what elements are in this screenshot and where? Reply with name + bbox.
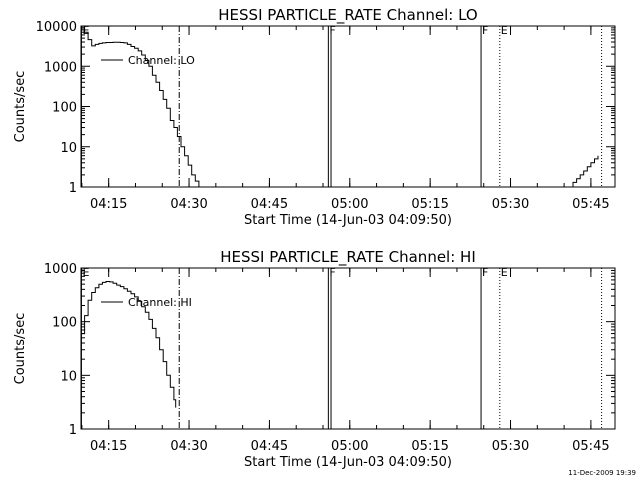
event-marker-label: F (329, 24, 335, 37)
event-marker-label: E (82, 266, 89, 279)
x-axis-label: Start Time (14-Jun-03 04:09:50) (244, 455, 452, 470)
x-tick-label: 05:00 (331, 197, 368, 212)
x-tick-label: 05:30 (492, 197, 529, 212)
y-tick-label: 10 (60, 141, 77, 156)
y-tick-label: 10000 (36, 20, 77, 35)
y-tick-label: 1000 (44, 60, 77, 75)
y-tick-label: 1 (69, 423, 77, 438)
y-tick-label: 10 (60, 369, 77, 384)
series-line (81, 25, 200, 187)
x-tick-label: 04:15 (90, 197, 127, 212)
plot-frame (80, 25, 616, 188)
x-tick-label: 05:15 (411, 197, 448, 212)
series-line (81, 281, 177, 408)
x-tick-label: 04:30 (170, 197, 207, 212)
x-tick-label: 05:15 (411, 439, 448, 454)
legend-label: Channel: LO (128, 54, 195, 67)
footer-stamp: 11-Dec-2009 19:39 (568, 469, 636, 477)
event-marker-label: F (329, 266, 335, 279)
event-marker-label: E (501, 266, 508, 279)
x-tick-label: 04:30 (170, 439, 207, 454)
x-axis-label: Start Time (14-Jun-03 04:09:50) (244, 213, 452, 228)
y-axis-label: Counts/sec (13, 313, 28, 385)
y-tick-label: 100 (52, 101, 77, 116)
x-tick-label: 04:45 (251, 439, 288, 454)
x-tick-label: 05:00 (331, 439, 368, 454)
plot-frame (80, 267, 616, 430)
y-tick-label: 1 (69, 181, 77, 196)
x-tick-label: 05:45 (572, 439, 609, 454)
x-tick-label: 04:45 (251, 197, 288, 212)
event-marker-label: E (501, 24, 508, 37)
chart-title: HESSI PARTICLE_RATE Channel: LO (218, 6, 477, 25)
y-tick-label: 1000 (44, 262, 77, 277)
chart-title: HESSI PARTICLE_RATE Channel: HI (220, 248, 476, 267)
y-tick-label: 100 (52, 316, 77, 331)
legend-label: Channel: HI (128, 296, 192, 309)
event-marker-label: F (482, 266, 488, 279)
series-line (569, 155, 599, 188)
y-axis-label: Counts/sec (13, 71, 28, 143)
x-tick-label: 05:30 (492, 439, 529, 454)
x-tick-label: 05:45 (572, 197, 609, 212)
x-tick-label: 04:15 (90, 439, 127, 454)
event-marker-label: E (82, 24, 89, 37)
event-marker-label: F (482, 24, 488, 37)
